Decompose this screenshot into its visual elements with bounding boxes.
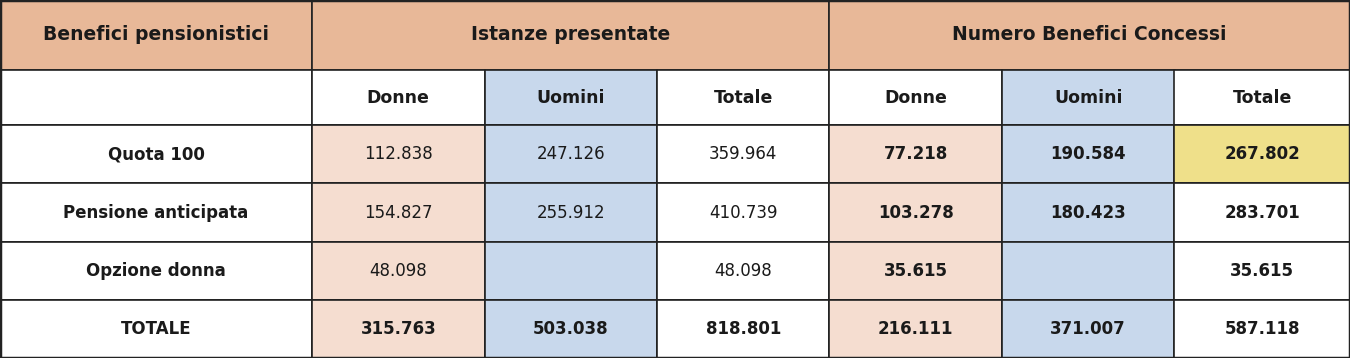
Bar <box>312 242 485 300</box>
Bar <box>0 300 312 358</box>
Bar <box>312 184 485 242</box>
Text: Uomini: Uomini <box>1054 88 1122 107</box>
Bar <box>1174 300 1350 358</box>
Bar <box>0 0 312 70</box>
Bar <box>0 242 312 300</box>
Text: 255.912: 255.912 <box>536 204 605 222</box>
Bar <box>1174 184 1350 242</box>
Bar <box>0 184 312 242</box>
Bar <box>657 70 829 125</box>
Bar <box>485 242 657 300</box>
Text: 267.802: 267.802 <box>1224 145 1300 163</box>
Text: Pensione anticipata: Pensione anticipata <box>63 204 248 222</box>
Bar <box>485 125 657 184</box>
Bar <box>485 300 657 358</box>
Text: Uomini: Uomini <box>536 88 605 107</box>
Bar <box>0 184 312 242</box>
Bar <box>0 70 312 125</box>
Text: Totale: Totale <box>1233 88 1292 107</box>
Text: 154.827: 154.827 <box>364 204 432 222</box>
Text: 818.801: 818.801 <box>706 320 780 338</box>
Bar <box>1174 300 1350 358</box>
Text: Donne: Donne <box>367 88 429 107</box>
Bar <box>1174 125 1350 184</box>
Text: 247.126: 247.126 <box>536 145 605 163</box>
Bar <box>1002 70 1174 125</box>
Bar <box>0 125 312 184</box>
Bar <box>657 184 829 242</box>
Text: 283.701: 283.701 <box>1224 204 1300 222</box>
Text: 35.615: 35.615 <box>1230 262 1295 280</box>
Text: 48.098: 48.098 <box>370 262 427 280</box>
Bar <box>1174 242 1350 300</box>
Bar <box>485 125 657 184</box>
Text: Totale: Totale <box>714 88 774 107</box>
Bar <box>312 300 485 358</box>
Bar <box>485 300 657 358</box>
Bar <box>829 125 1002 184</box>
Bar <box>657 125 829 184</box>
Text: 503.038: 503.038 <box>533 320 609 338</box>
Text: Numero Benefici Concessi: Numero Benefici Concessi <box>953 25 1227 44</box>
Bar <box>1174 184 1350 242</box>
Bar <box>829 242 1002 300</box>
Bar <box>657 300 829 358</box>
Bar <box>829 242 1002 300</box>
Bar <box>312 300 485 358</box>
Bar <box>1002 300 1174 358</box>
Text: 180.423: 180.423 <box>1050 204 1126 222</box>
Bar <box>312 125 485 184</box>
Bar <box>0 300 312 358</box>
Text: 35.615: 35.615 <box>884 262 948 280</box>
Bar <box>657 242 829 300</box>
Bar <box>829 300 1002 358</box>
Text: 587.118: 587.118 <box>1224 320 1300 338</box>
Text: 371.007: 371.007 <box>1050 320 1126 338</box>
Text: 216.111: 216.111 <box>878 320 953 338</box>
Text: TOTALE: TOTALE <box>120 320 192 338</box>
Bar <box>485 184 657 242</box>
Bar <box>312 0 829 70</box>
Bar <box>829 0 1350 70</box>
Text: Opzione donna: Opzione donna <box>86 262 225 280</box>
Text: 77.218: 77.218 <box>884 145 948 163</box>
Bar <box>829 184 1002 242</box>
Bar <box>1002 125 1174 184</box>
Text: 410.739: 410.739 <box>709 204 778 222</box>
Bar <box>1174 125 1350 184</box>
Bar <box>829 184 1002 242</box>
Bar <box>1002 184 1174 242</box>
Text: 190.584: 190.584 <box>1050 145 1126 163</box>
Bar <box>485 184 657 242</box>
Bar <box>0 242 312 300</box>
Bar <box>312 242 485 300</box>
Bar <box>1002 125 1174 184</box>
Bar <box>312 70 485 125</box>
Bar <box>657 125 829 184</box>
Bar <box>312 184 485 242</box>
Bar <box>1002 300 1174 358</box>
Bar <box>1174 70 1350 125</box>
Text: 103.278: 103.278 <box>878 204 953 222</box>
Bar <box>0 125 312 184</box>
Text: Quota 100: Quota 100 <box>108 145 204 163</box>
Text: 359.964: 359.964 <box>709 145 778 163</box>
Bar <box>657 300 829 358</box>
Bar <box>312 125 485 184</box>
Bar <box>657 242 829 300</box>
Text: 48.098: 48.098 <box>714 262 772 280</box>
Bar <box>829 300 1002 358</box>
Bar <box>485 70 657 125</box>
Bar <box>829 125 1002 184</box>
Text: Donne: Donne <box>884 88 948 107</box>
Text: Benefici pensionistici: Benefici pensionistici <box>43 25 269 44</box>
Text: 112.838: 112.838 <box>364 145 432 163</box>
Bar <box>1174 242 1350 300</box>
Bar <box>1002 242 1174 300</box>
Text: 315.763: 315.763 <box>360 320 436 338</box>
Bar <box>829 70 1002 125</box>
Bar <box>657 184 829 242</box>
Bar <box>1002 184 1174 242</box>
Text: Istanze presentate: Istanze presentate <box>471 25 671 44</box>
